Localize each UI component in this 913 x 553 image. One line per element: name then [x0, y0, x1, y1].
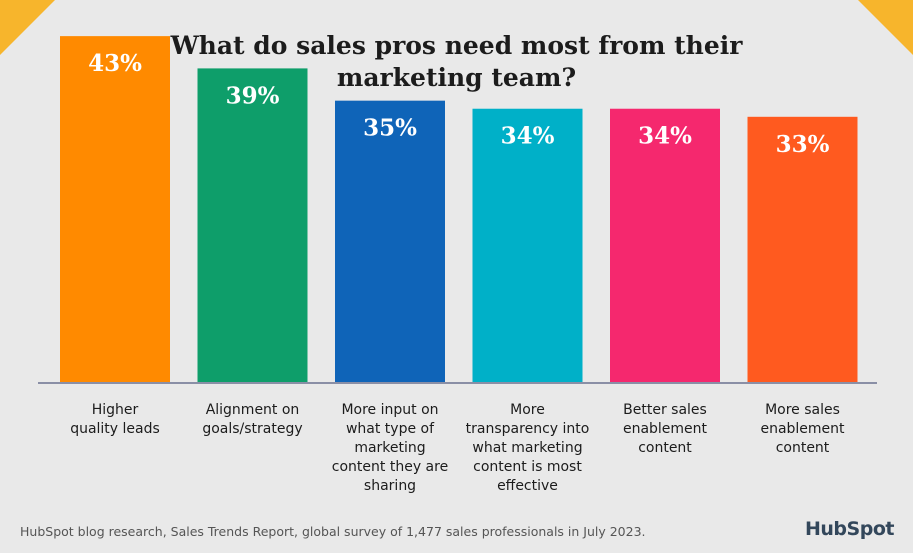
category-label-5: Better sales enablement content [623, 402, 708, 456]
bar-4 [472, 108, 583, 383]
bar-value-label-2: 39% [226, 82, 280, 109]
category-label-4: More transparency into what marketing conte… [466, 402, 590, 494]
bar-value-label-5: 34% [638, 123, 692, 150]
bar-1 [60, 36, 170, 384]
chart-title: What do sales pros need most from their … [0, 30, 913, 94]
corner-triangle-left [0, 0, 55, 55]
bar-value-label-1: 43% [88, 50, 142, 77]
corner-triangle-right [858, 0, 913, 55]
category-label-3: More input on what type of marketing conten… [332, 402, 448, 494]
category-label-1: Higher quality leads [70, 402, 160, 437]
bar-value-label-3: 35% [363, 115, 417, 142]
chart-title-line-1: What do sales pros need most from their [170, 31, 743, 60]
source-footnote: HubSpot blog research, Sales Trends Repo… [20, 524, 646, 539]
bar-3 [335, 100, 445, 384]
bar-value-label-6: 33% [776, 131, 830, 158]
hubspot-logo: HubSpot [805, 518, 894, 540]
bar-value-label-4: 34% [501, 123, 555, 150]
bar-2 [197, 68, 308, 384]
category-label-2: Alignment on goals/strategy [202, 402, 302, 437]
chart-title-line-2: marketing team? [336, 63, 577, 92]
bar-5 [610, 108, 720, 383]
bar-6 [747, 116, 858, 384]
category-label-6: More sales enablement content [760, 402, 845, 456]
